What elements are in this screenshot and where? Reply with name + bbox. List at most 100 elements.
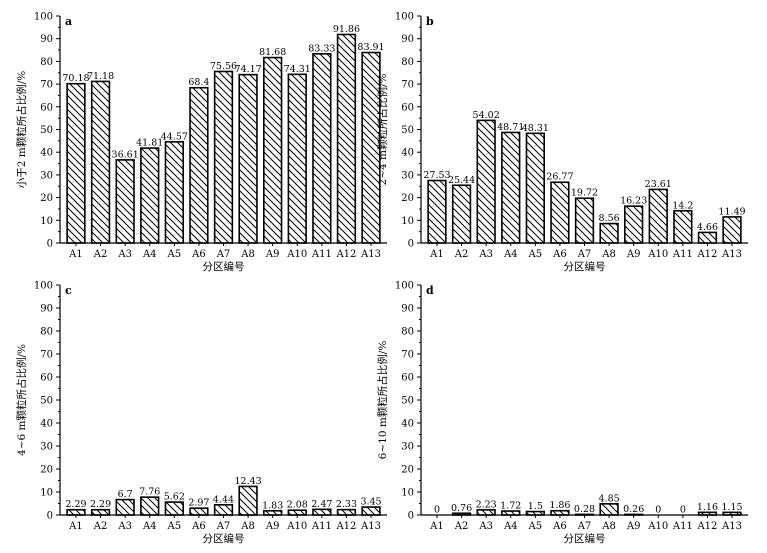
x-tick-label: A5 (167, 521, 182, 532)
bar (697, 231, 718, 244)
x-tick-label: A5 (528, 249, 543, 260)
bar (501, 131, 521, 244)
y-tick-label: 30 (40, 442, 53, 453)
bar (336, 33, 357, 244)
y-tick-label: 70 (401, 350, 414, 361)
y-tick-label: 60 (401, 102, 414, 113)
x-tick-label: A9 (626, 249, 641, 260)
data-label: 19.72 (571, 188, 598, 199)
bar (287, 73, 307, 244)
x-tick-label: A13 (360, 249, 381, 260)
x-axis-label: 分区编号 (564, 260, 606, 273)
chart-panel-c: 0 10 20 30 40 50 60 70 80 90 100 2.29 A1 2.29 A2 6.7 A3 7… (15, 281, 387, 545)
data-label: 2.23 (476, 499, 497, 510)
data-label: 2.29 (65, 499, 86, 510)
bar (722, 216, 742, 244)
x-tick-label: A10 (286, 521, 307, 532)
data-label: 41.81 (136, 138, 163, 149)
bar (361, 506, 381, 516)
bar (476, 119, 496, 244)
data-label: 91.86 (333, 24, 360, 35)
bar (312, 53, 332, 244)
x-tick-label: A11 (672, 521, 693, 532)
bar (115, 498, 135, 516)
y-tick-label: 100 (34, 12, 53, 23)
data-label: 0.28 (574, 504, 595, 515)
data-label: 1.15 (721, 502, 742, 513)
data-label: 2.33 (336, 499, 357, 510)
y-tick-label: 60 (40, 102, 53, 113)
data-label: 0.26 (623, 504, 644, 515)
x-tick-label: A6 (552, 521, 567, 532)
data-label: 4.66 (697, 222, 718, 233)
data-label: 0 (434, 505, 440, 516)
x-tick-label: A6 (552, 249, 567, 260)
chart-panel-b: 0 10 20 30 40 50 60 70 80 90 100 27.53 A1 25.44 A2 54.0… (376, 12, 748, 273)
bar (263, 56, 283, 244)
y-tick-label: 20 (40, 465, 53, 476)
x-tick-label: A9 (626, 521, 641, 532)
x-tick-label: A2 (93, 521, 108, 532)
data-label: 70.18 (62, 73, 89, 84)
bar (115, 159, 135, 244)
bar (66, 82, 86, 244)
y-tick-label: 50 (40, 125, 53, 136)
x-tick-label: A7 (577, 249, 592, 260)
y-tick-label: 100 (395, 12, 414, 23)
bar (599, 222, 619, 244)
data-label: 7.76 (139, 487, 160, 498)
y-tick-label: 50 (401, 125, 414, 136)
data-label: 36.61 (112, 149, 139, 160)
x-tick-label: A10 (647, 249, 668, 260)
bar (164, 501, 184, 516)
bar (624, 205, 644, 244)
x-tick-label: A10 (286, 249, 307, 260)
x-tick-label: A13 (360, 521, 381, 532)
x-tick-label: A1 (429, 249, 444, 260)
data-label: 1.83 (262, 500, 283, 511)
y-tick-label: 100 (34, 281, 53, 292)
data-label: 44.57 (161, 131, 188, 142)
data-label: 26.77 (546, 172, 573, 183)
y-tick-label: 50 (401, 396, 414, 407)
bar (550, 181, 570, 244)
y-tick-label: 30 (401, 170, 414, 181)
y-tick-label: 60 (40, 373, 53, 384)
data-label: 0 (680, 505, 686, 516)
data-label: 4.85 (599, 493, 620, 504)
x-tick-label: A5 (167, 249, 182, 260)
x-tick-label: A10 (647, 521, 668, 532)
x-tick-label: A3 (117, 249, 132, 260)
bar (164, 141, 184, 244)
bar (263, 509, 283, 516)
x-axis-label: 分区编号 (564, 532, 606, 545)
bar (287, 509, 307, 516)
x-tick-label: A3 (117, 521, 132, 532)
bar (476, 509, 496, 516)
data-label: 74.31 (284, 64, 311, 75)
y-tick-label: 10 (401, 488, 414, 499)
bar (90, 508, 111, 516)
x-axis-label: 分区编号 (203, 532, 245, 545)
x-tick-label: A7 (216, 249, 231, 260)
x-tick-label: A6 (191, 249, 206, 260)
panel-label: d (426, 284, 434, 297)
x-tick-label: A2 (454, 249, 469, 260)
x-tick-label: A13 (721, 249, 742, 260)
bar (238, 73, 258, 244)
bar (336, 508, 357, 516)
data-label: 0.76 (451, 503, 472, 514)
panel-label: a (65, 15, 72, 28)
y-tick-label: 90 (40, 34, 53, 45)
data-label: 3.45 (360, 497, 381, 508)
x-tick-label: A8 (601, 249, 616, 260)
x-tick-label: A1 (429, 521, 444, 532)
x-tick-label: A13 (721, 521, 742, 532)
x-tick-label: A12 (335, 521, 356, 532)
y-tick-label: 80 (401, 327, 414, 338)
y-tick-label: 80 (40, 57, 53, 68)
y-tick-label: 10 (40, 488, 53, 499)
bar (213, 503, 234, 516)
panel-label: c (65, 284, 72, 297)
y-tick-label: 80 (40, 327, 53, 338)
